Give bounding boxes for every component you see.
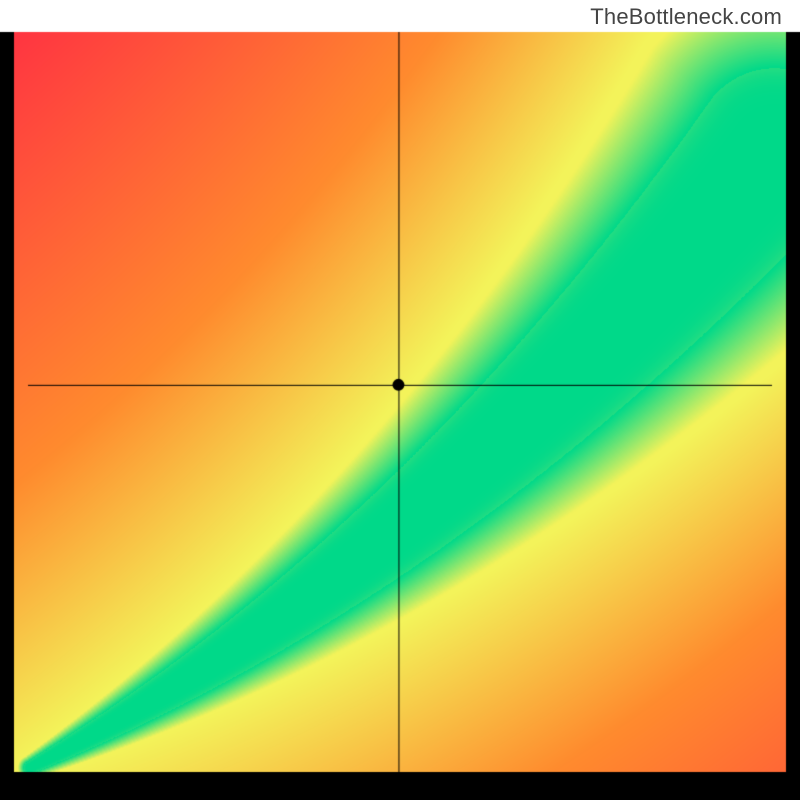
watermark-text: TheBottleneck.com: [590, 4, 782, 30]
heatmap-container: [0, 0, 800, 805]
bottleneck-heatmap-canvas: [0, 0, 800, 800]
